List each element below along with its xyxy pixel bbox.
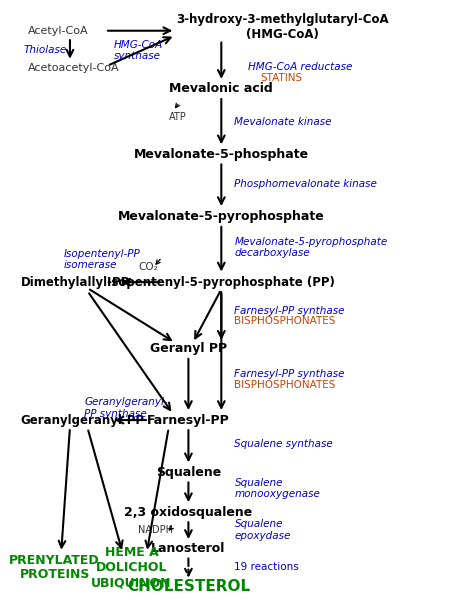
- Text: Acetoacetyl-CoA: Acetoacetyl-CoA: [28, 63, 120, 73]
- Text: Geranylgeranyl-
PP synthase: Geranylgeranyl- PP synthase: [84, 397, 168, 419]
- Text: Farnesyl-PP synthase: Farnesyl-PP synthase: [235, 370, 345, 379]
- Text: HEME A
DOLICHOL
UBIQUINON: HEME A DOLICHOL UBIQUINON: [91, 546, 171, 589]
- Text: Phosphomevalonate kinase: Phosphomevalonate kinase: [235, 179, 378, 189]
- Text: Geranyl PP: Geranyl PP: [150, 342, 227, 355]
- Text: Squalene: Squalene: [156, 466, 221, 479]
- Text: BISPHOSPHONATES: BISPHOSPHONATES: [235, 316, 336, 326]
- Text: 19 reactions: 19 reactions: [235, 563, 299, 572]
- Text: Acetyl-CoA: Acetyl-CoA: [28, 26, 89, 36]
- Text: Mevalonate-5-pyrophosphate: Mevalonate-5-pyrophosphate: [118, 210, 325, 223]
- Text: Squalene
epoxydase: Squalene epoxydase: [235, 519, 291, 541]
- Text: Geranylgeranyl-PP: Geranylgeranyl-PP: [20, 413, 144, 427]
- Text: 3-hydroxy-3-methylglutaryl-CoA
(HMG-CoA): 3-hydroxy-3-methylglutaryl-CoA (HMG-CoA): [177, 13, 389, 41]
- Text: Farnesyl-PP: Farnesyl-PP: [147, 413, 230, 427]
- Text: Farnesyl-PP synthase: Farnesyl-PP synthase: [235, 306, 345, 316]
- Text: CO₂: CO₂: [138, 262, 158, 272]
- Text: 2,3 oxidosqualene: 2,3 oxidosqualene: [124, 506, 253, 519]
- Text: Mevalonate-5-pyrophosphate
decarboxylase: Mevalonate-5-pyrophosphate decarboxylase: [235, 237, 388, 259]
- Text: HMG-CoA
synthase: HMG-CoA synthase: [114, 40, 163, 61]
- Text: Dimethylallyl-PP: Dimethylallyl-PP: [20, 275, 130, 289]
- Text: Lanosterol: Lanosterol: [151, 542, 225, 555]
- Text: Mevalonic acid: Mevalonic acid: [170, 82, 273, 95]
- Text: STATINS: STATINS: [260, 73, 302, 83]
- Text: Squalene
monooxygenase: Squalene monooxygenase: [235, 478, 320, 499]
- Text: Thiolase: Thiolase: [24, 46, 67, 55]
- Text: NADPH: NADPH: [138, 525, 173, 535]
- Text: Mevalonate-5-phosphate: Mevalonate-5-phosphate: [134, 148, 309, 161]
- Text: HMG-CoA reductase: HMG-CoA reductase: [248, 62, 352, 72]
- Text: BISPHOSPHONATES: BISPHOSPHONATES: [235, 380, 336, 390]
- Text: Isopentenyl-PP
isomerase: Isopentenyl-PP isomerase: [63, 249, 140, 271]
- Text: ATP: ATP: [169, 112, 186, 122]
- Text: Mevalonate kinase: Mevalonate kinase: [235, 116, 332, 127]
- Text: Isopentenyl-5-pyrophosphate (PP): Isopentenyl-5-pyrophosphate (PP): [107, 275, 335, 289]
- Text: PRENYLATED
PROTEINS: PRENYLATED PROTEINS: [9, 553, 100, 581]
- Text: Squalene synthase: Squalene synthase: [235, 439, 333, 449]
- Text: CHOLESTEROL: CHOLESTEROL: [127, 579, 250, 594]
